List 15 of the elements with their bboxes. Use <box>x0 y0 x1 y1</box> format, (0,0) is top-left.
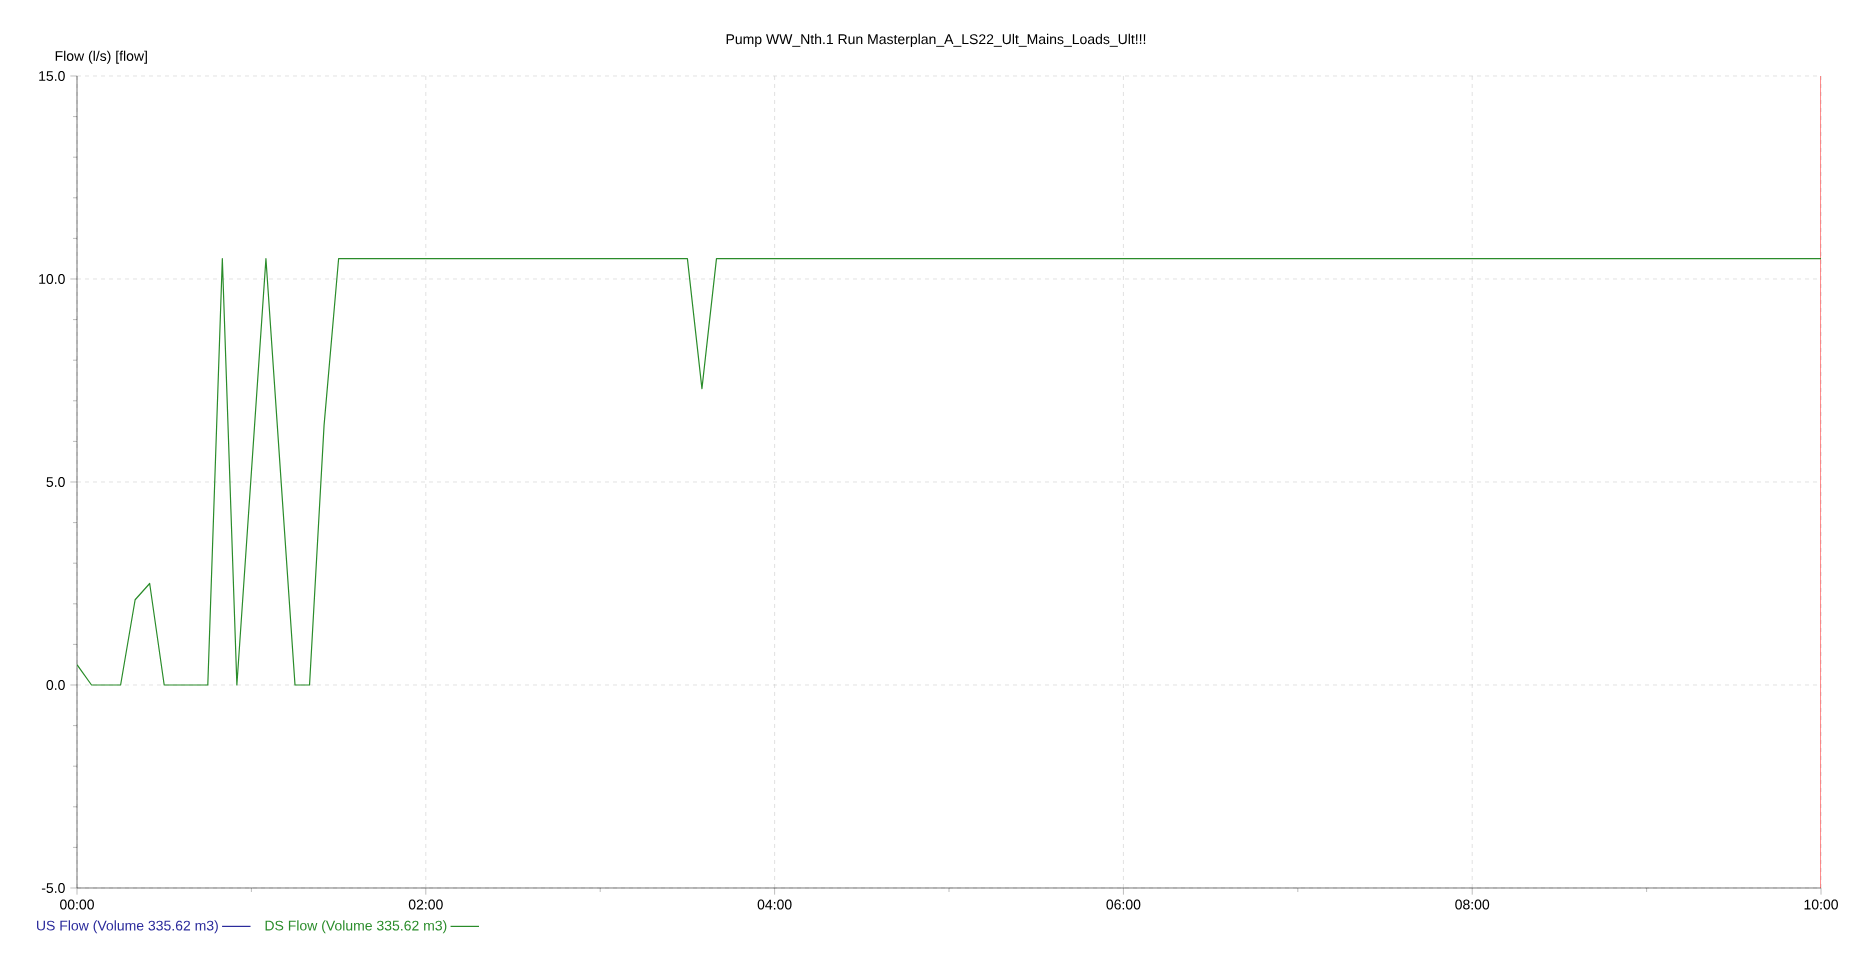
y-tick-label: 5.0 <box>46 477 65 487</box>
x-tick-label: 08:00 <box>1455 899 1490 910</box>
x-tick-label: 04:00 <box>757 899 792 910</box>
y-tick-label: 10.0 <box>39 274 65 284</box>
x-tick-label: 10:00 <box>1804 899 1838 910</box>
y-tick-label: 15.0 <box>39 71 65 81</box>
legend-label: US Flow (Volume 335.62 m3) <box>37 920 218 934</box>
x-tick-label: 06:00 <box>1106 899 1141 910</box>
x-tick-label: 00:00 <box>60 899 94 910</box>
y-axis-title: Flow (l/s) [flow] <box>55 50 147 64</box>
y-tick-label: -5.0 <box>41 883 65 893</box>
x-tick-label: 02:00 <box>408 899 443 910</box>
y-tick-label: 0.0 <box>46 680 65 690</box>
chart-title: Pump WW_Nth.1 Run Masterplan_A_LS22_Ult_Mains_Loads_Ult!!! <box>726 33 1146 47</box>
legend-label: DS Flow (Volume 335.62 m3) <box>265 920 447 934</box>
